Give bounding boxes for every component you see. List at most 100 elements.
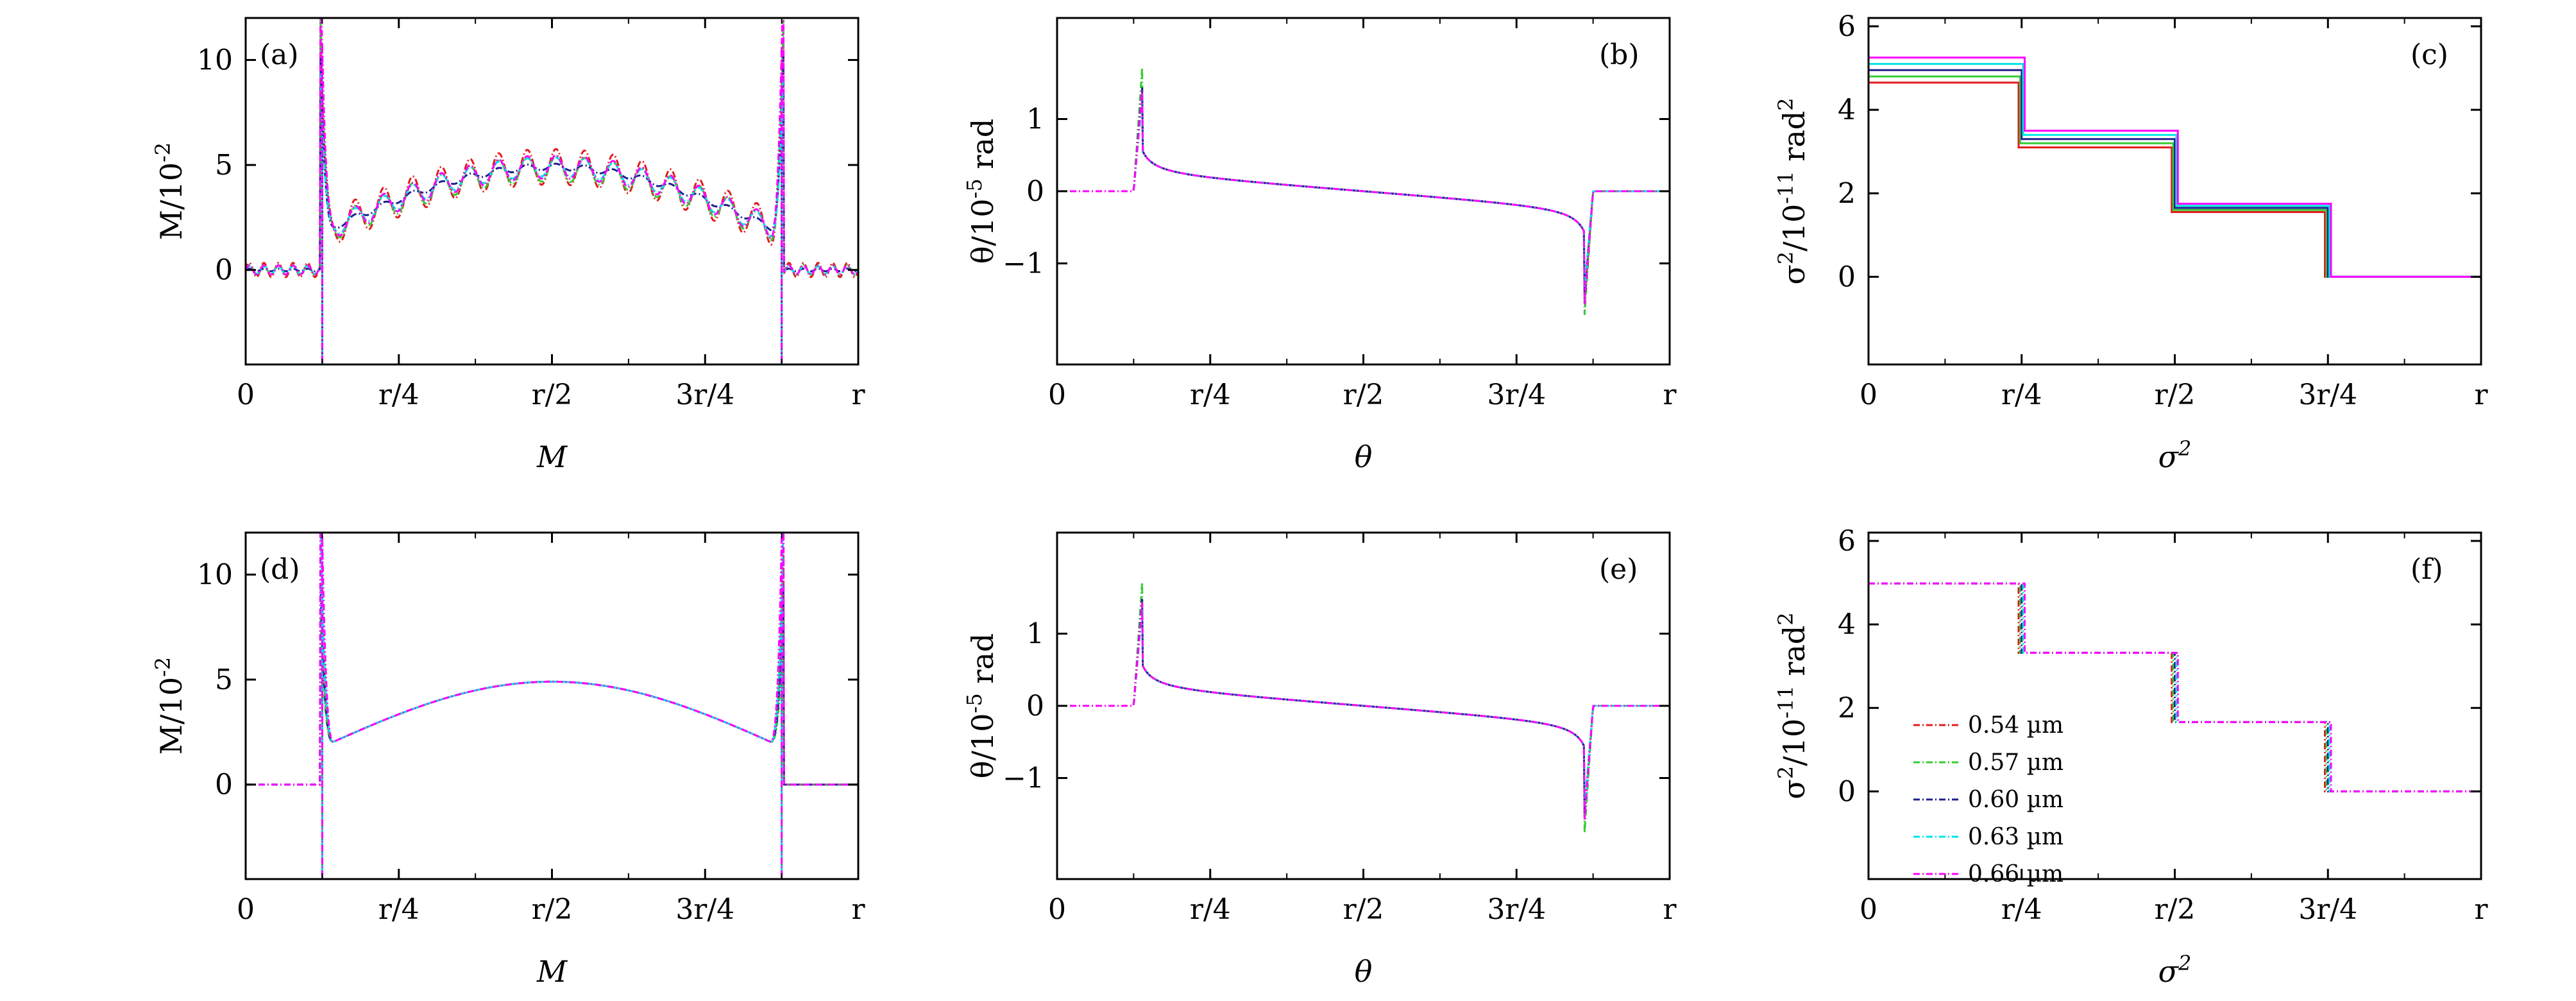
series-line <box>246 72 858 364</box>
series-line <box>1868 582 2481 792</box>
series-group <box>1057 582 1670 833</box>
series-line <box>1868 69 2481 278</box>
series-line <box>1057 90 1670 305</box>
x-tick-label: 0 <box>237 379 255 411</box>
series-line <box>1868 582 2481 792</box>
y-tick-label: 10 <box>197 558 233 591</box>
series-line <box>246 33 858 364</box>
series-line <box>246 533 858 879</box>
x-tick-label: r/2 <box>2155 379 2196 411</box>
y-tick-label: 1 <box>1026 618 1044 651</box>
series-line <box>1868 81 2481 278</box>
x-tick-label: 0 <box>1860 893 1877 926</box>
panel-label: (f) <box>2411 553 2443 586</box>
panel-label: (c) <box>2411 38 2448 71</box>
series-line <box>246 616 858 879</box>
x-tick-label: r/2 <box>1343 379 1384 411</box>
series-line <box>1057 602 1670 820</box>
x-tick-label: r/2 <box>532 379 573 411</box>
x-axis-label: σ2​ <box>2158 951 2192 989</box>
legend-entry: 0.54 µm <box>1968 712 2063 739</box>
x-tick-label: 0 <box>237 893 255 926</box>
series-line <box>246 585 858 879</box>
y-axis-label: M/10-2​ <box>151 657 189 755</box>
x-tick-label: r/4 <box>378 893 419 926</box>
panel-label: (d) <box>260 553 300 586</box>
y-tick-label: 0 <box>215 254 233 287</box>
series-group <box>246 18 858 364</box>
chart-panel-3: 0 r/4 r/2 3r/4 r 0 5 10 (d) M M/10-2​ <box>151 531 865 989</box>
y-tick-label: 0 <box>1838 261 1856 293</box>
series-group <box>246 533 858 879</box>
x-tick-label: 0 <box>1048 379 1066 411</box>
y-tick-label: 2 <box>1838 177 1856 210</box>
x-axis-label: θ <box>1355 954 1373 989</box>
y-tick-label: 10 <box>197 44 233 76</box>
x-tick-label: 3r/4 <box>1487 893 1546 926</box>
legend-entry: 0.66 µm <box>1968 861 2063 887</box>
y-tick-label: 5 <box>215 663 233 696</box>
series-line <box>246 55 858 364</box>
series-line <box>246 533 858 879</box>
y-axis-label: θ/10-5 rad <box>962 633 1000 778</box>
x-tick-label: r/4 <box>2001 379 2042 411</box>
series-line <box>1868 582 2481 792</box>
x-tick-label: r <box>1663 379 1677 411</box>
series-line <box>1868 56 2481 278</box>
y-tick-label: 0 <box>215 769 233 801</box>
y-tick-label: 4 <box>1838 94 1856 126</box>
x-tick-label: r/4 <box>378 379 419 411</box>
series-line <box>1868 75 2481 278</box>
y-tick-label: 2 <box>1838 692 1856 724</box>
y-tick-label: 6 <box>1838 10 1856 43</box>
chart-panel-2: 0 r/4 r/2 3r/4 r 0 2 4 6 (c) σ2​ σ2/10-11 rad2​ <box>1774 10 2488 474</box>
series-group <box>1868 56 2481 278</box>
chart-panel-4: 0 r/4 r/2 3r/4 r −1 0 1 (e) θ θ/10-5 rad <box>962 531 1677 989</box>
legend-entry: 0.63 µm <box>1968 824 2063 850</box>
x-tick-label: r/2 <box>1343 893 1384 926</box>
legend-entry: 0.57 µm <box>1968 749 2063 776</box>
series-line <box>246 18 858 364</box>
chart-panel-5: 0 r/4 r/2 3r/4 r 0 2 4 6 (f) σ2​ σ2/10-11 rad2​ 0.54… <box>1774 525 2488 989</box>
y-tick-label: 0 <box>1026 690 1044 723</box>
panel-label: (a) <box>260 38 299 71</box>
x-axis-label: M <box>536 440 568 474</box>
series-line <box>1057 602 1670 813</box>
x-tick-label: 0 <box>1860 379 1877 411</box>
x-tick-label: r/4 <box>2001 893 2042 926</box>
x-tick-label: r/4 <box>1190 379 1231 411</box>
y-tick-label: 1 <box>1026 103 1044 136</box>
x-tick-label: r/2 <box>532 893 573 926</box>
y-tick-label: 4 <box>1838 608 1856 641</box>
plot-frame <box>244 17 860 366</box>
x-tick-label: 0 <box>1048 893 1066 926</box>
plot-frame <box>244 531 860 880</box>
x-tick-label: r/4 <box>1190 893 1231 926</box>
x-tick-label: r <box>1663 893 1677 926</box>
series-group <box>1868 582 2481 792</box>
series-line <box>1057 98 1670 289</box>
y-tick-label: 0 <box>1026 175 1044 208</box>
series-line <box>246 18 858 364</box>
x-tick-label: 3r/4 <box>2298 379 2357 411</box>
x-tick-label: r <box>2474 893 2488 926</box>
series-line <box>1057 582 1670 833</box>
y-axis-label: θ/10-5 rad <box>962 119 1000 264</box>
y-axis-label: σ2/10-11 rad2​ <box>1774 612 1811 799</box>
x-axis-label: M <box>536 954 568 989</box>
legend-entry: 0.60 µm <box>1968 787 2063 813</box>
x-tick-label: 3r/4 <box>1487 379 1546 411</box>
series-group <box>1057 67 1670 315</box>
x-tick-label: r/2 <box>2155 893 2196 926</box>
x-tick-label: 3r/4 <box>675 379 734 411</box>
y-axis-label: M/10-2​ <box>151 142 189 240</box>
series-line <box>1868 582 2481 792</box>
y-tick-label: 6 <box>1838 525 1856 558</box>
series-line <box>246 554 858 879</box>
y-tick-label: 0 <box>1838 775 1856 808</box>
panel-label: (b) <box>1599 38 1640 71</box>
y-tick-label: 5 <box>215 149 233 182</box>
y-axis-label: σ2/10-11 rad2​ <box>1774 98 1811 284</box>
x-axis-label: θ <box>1355 440 1373 474</box>
